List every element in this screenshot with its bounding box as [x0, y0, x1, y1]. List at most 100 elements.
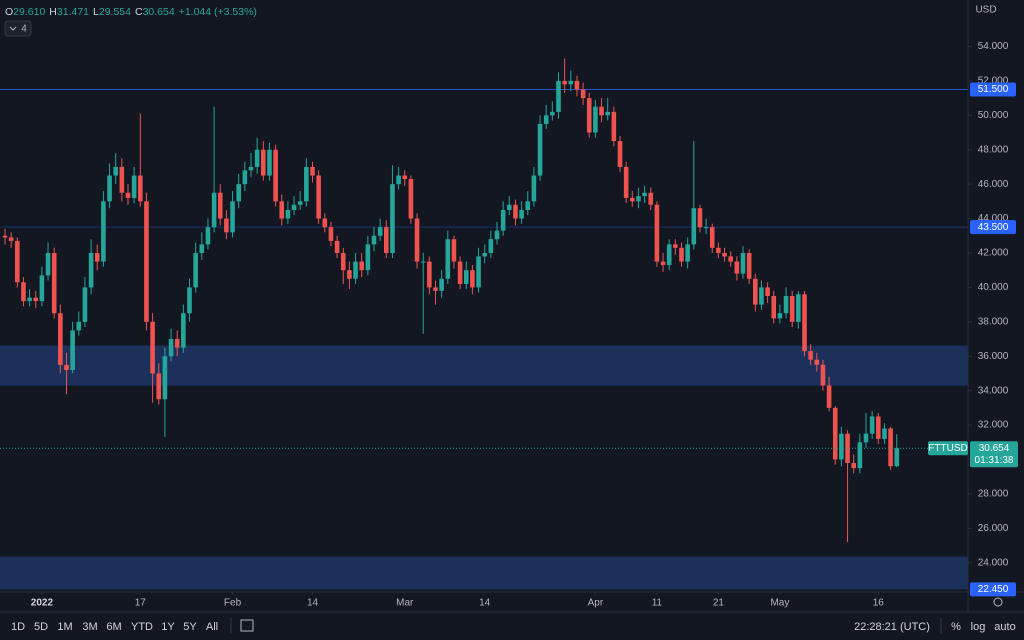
- y-tick-label: 42.000: [978, 248, 1009, 259]
- countdown: 01:31:38: [975, 455, 1014, 466]
- candle-body: [70, 330, 75, 370]
- candle-body: [230, 201, 235, 233]
- candle-body: [377, 227, 383, 236]
- candle-body: [802, 294, 807, 352]
- candle-body: [753, 278, 758, 305]
- candle-body: [168, 339, 174, 357]
- candle-body: [248, 166, 254, 171]
- candle-body: [500, 209, 506, 231]
- candle-body: [64, 364, 69, 370]
- zone-label: 22.450: [978, 584, 1009, 595]
- candle-body: [297, 201, 303, 205]
- range-button[interactable]: YTD: [131, 621, 153, 633]
- candle-body: [789, 296, 795, 322]
- candle-body: [820, 364, 826, 386]
- candle-body: [648, 192, 654, 205]
- legend-key: H: [49, 6, 57, 18]
- y-tick-label: 46.000: [978, 179, 1009, 190]
- candle-body: [568, 80, 574, 85]
- range-button[interactable]: All: [206, 621, 218, 633]
- candle-body: [623, 166, 629, 198]
- x-tick-label: 14: [479, 598, 491, 609]
- last-price-bg: [970, 441, 1018, 468]
- candle-body: [808, 351, 813, 360]
- range-button[interactable]: 5D: [34, 621, 48, 633]
- range-button[interactable]: 1M: [57, 621, 72, 633]
- legend-key: C: [135, 6, 143, 18]
- candle-body: [131, 175, 137, 198]
- scale-option[interactable]: %: [951, 621, 961, 633]
- candle-body: [777, 313, 783, 319]
- candle-body: [759, 287, 764, 305]
- candle-body: [531, 175, 537, 202]
- candle-body: [316, 175, 321, 219]
- candle-body: [562, 80, 567, 85]
- candle-body: [814, 359, 820, 365]
- chevron-icon: [9, 26, 17, 31]
- calendar[interactable]: [240, 619, 254, 632]
- range-button[interactable]: 5Y: [183, 621, 197, 633]
- indicator-toggle[interactable]: 4: [4, 20, 32, 37]
- last-price-label: 30.654: [979, 443, 1010, 454]
- legend-value: 31.471: [57, 6, 89, 18]
- candle-body: [88, 252, 94, 288]
- level-label: 51.500: [978, 84, 1009, 95]
- candle-body: [279, 201, 285, 219]
- candle-body: [254, 149, 260, 167]
- indicator-count[interactable]: 4: [21, 24, 27, 35]
- candle-body: [15, 240, 20, 283]
- candle-body: [82, 287, 88, 322]
- candle-body: [630, 197, 635, 202]
- candle-body: [746, 252, 752, 279]
- scale-option[interactable]: log: [971, 621, 986, 633]
- candle-body: [261, 149, 266, 176]
- settings-icon[interactable]: [993, 597, 1003, 607]
- candle-body: [33, 297, 39, 302]
- candle-body: [94, 252, 100, 262]
- candle-body: [654, 204, 660, 262]
- indicator-box[interactable]: [4, 20, 32, 37]
- range-button[interactable]: 3M: [82, 621, 97, 633]
- ohlc-legend: O29.610 H31.471 L29.554 C30.654 +1.044 (+3.5…: [5, 6, 257, 18]
- candle-body: [181, 313, 186, 348]
- candle-body: [537, 123, 543, 176]
- candle-body: [359, 261, 364, 271]
- candle-body: [636, 196, 641, 202]
- legend-value: 29.554: [99, 6, 131, 18]
- candle-body: [697, 208, 703, 228]
- candle-body: [716, 247, 721, 253]
- candle-body: [482, 252, 487, 257]
- candle-body: [45, 252, 51, 276]
- candle-body: [451, 239, 457, 262]
- candle-body: [617, 141, 623, 167]
- candle-body: [679, 247, 684, 262]
- candle-body: [107, 175, 112, 202]
- candle-body: [21, 282, 26, 302]
- candle-body: [187, 287, 192, 314]
- gear[interactable]: [993, 597, 1003, 607]
- candle-body: [211, 192, 217, 228]
- candle-body: [58, 313, 63, 365]
- candle-body: [144, 201, 149, 322]
- x-tick-label: May: [770, 598, 789, 609]
- calendar-icon[interactable]: [240, 619, 254, 632]
- y-tick-label: 26.000: [978, 523, 1009, 534]
- candle-body: [611, 111, 617, 142]
- x-tick-label: 14: [307, 598, 319, 609]
- scale-option[interactable]: auto: [994, 621, 1015, 633]
- candle-body: [76, 321, 82, 331]
- range-button[interactable]: 1Y: [161, 621, 175, 633]
- candle-body: [796, 294, 801, 322]
- x-tick-label: 16: [873, 598, 885, 609]
- range-button[interactable]: 6M: [106, 621, 121, 633]
- legend-value: 29.610: [13, 6, 45, 18]
- level-label-bg: [970, 220, 1016, 235]
- candle-body: [2, 235, 8, 238]
- candle-body: [869, 416, 875, 434]
- range-button[interactable]: 1D: [11, 621, 25, 633]
- candle-body: [740, 252, 746, 274]
- clock: 22:28:21 (UTC): [854, 621, 930, 633]
- candle-body: [685, 244, 690, 262]
- candle-body: [691, 208, 697, 245]
